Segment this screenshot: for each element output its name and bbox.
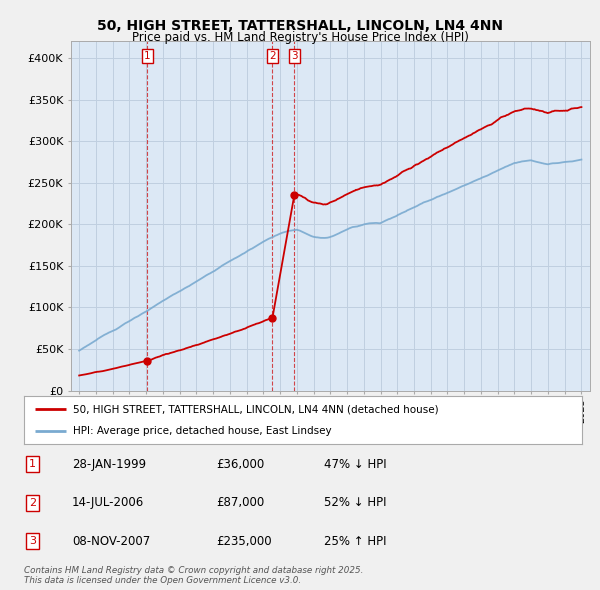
Text: £87,000: £87,000	[216, 496, 264, 509]
Text: 2: 2	[29, 498, 36, 507]
Text: 28-JAN-1999: 28-JAN-1999	[72, 458, 146, 471]
Text: HPI: Average price, detached house, East Lindsey: HPI: Average price, detached house, East…	[73, 426, 332, 436]
Text: 3: 3	[291, 51, 298, 61]
Text: 50, HIGH STREET, TATTERSHALL, LINCOLN, LN4 4NN (detached house): 50, HIGH STREET, TATTERSHALL, LINCOLN, L…	[73, 404, 439, 414]
Text: 1: 1	[29, 460, 36, 469]
Text: 25% ↑ HPI: 25% ↑ HPI	[324, 535, 386, 548]
Text: Price paid vs. HM Land Registry's House Price Index (HPI): Price paid vs. HM Land Registry's House …	[131, 31, 469, 44]
Text: 08-NOV-2007: 08-NOV-2007	[72, 535, 150, 548]
Text: 47% ↓ HPI: 47% ↓ HPI	[324, 458, 386, 471]
Text: £235,000: £235,000	[216, 535, 272, 548]
Text: 50, HIGH STREET, TATTERSHALL, LINCOLN, LN4 4NN: 50, HIGH STREET, TATTERSHALL, LINCOLN, L…	[97, 19, 503, 33]
Text: 2: 2	[269, 51, 275, 61]
Text: 14-JUL-2006: 14-JUL-2006	[72, 496, 144, 509]
Text: £36,000: £36,000	[216, 458, 264, 471]
Text: Contains HM Land Registry data © Crown copyright and database right 2025.
This d: Contains HM Land Registry data © Crown c…	[24, 566, 364, 585]
Text: 52% ↓ HPI: 52% ↓ HPI	[324, 496, 386, 509]
Text: 1: 1	[144, 51, 151, 61]
Text: 3: 3	[29, 536, 36, 546]
